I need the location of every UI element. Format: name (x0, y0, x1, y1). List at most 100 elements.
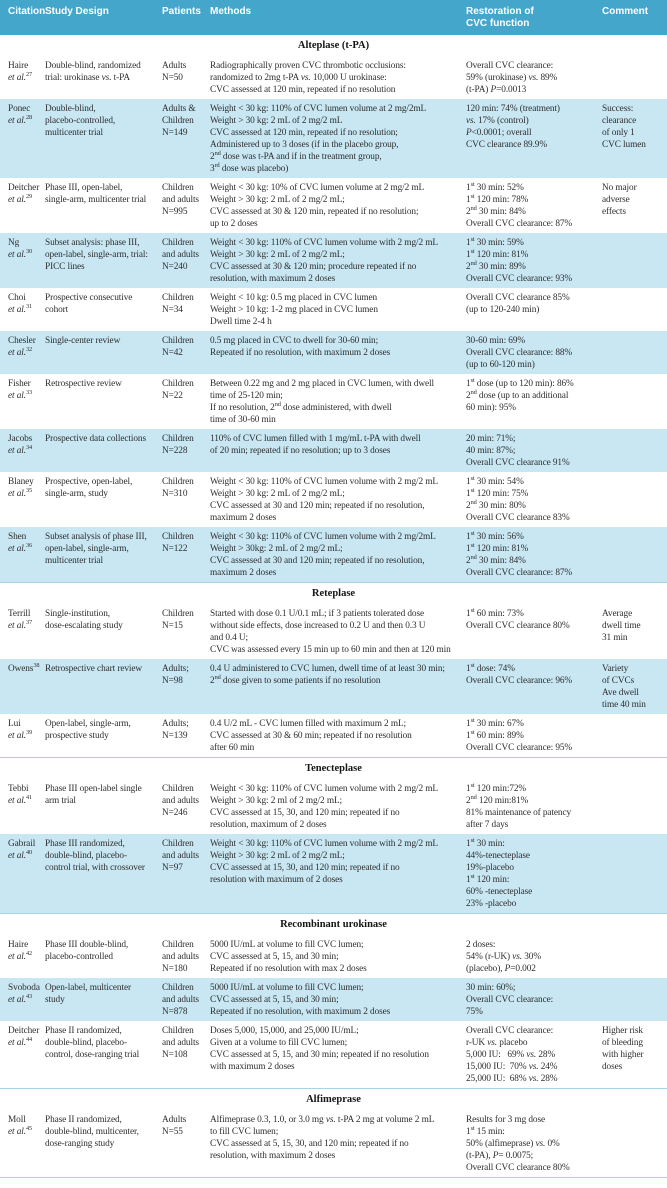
citation-cell: Terrill et al.37 (8, 609, 33, 631)
citation-cell: Tebbi et al.41 (8, 784, 33, 806)
study-row: Terrill et al.37 Single-institution, dose-… (0, 604, 667, 659)
citation-cell: Haire et al.27 (8, 61, 33, 83)
study-row: Deitcher et al.44 Phase II randomized, dou… (0, 1021, 667, 1089)
study-row: Ponec et al.28 Double-blind, placebo-contr… (0, 99, 667, 178)
col-header-restoration: Restoration of CVC function (466, 0, 602, 35)
design-cell: Phase III randomized, double-blind, plac… (45, 834, 162, 914)
design-cell: Phase III open-label single arm trial (45, 784, 142, 806)
patients-cell: Adults; N=139 (162, 719, 189, 741)
methods-cell: Alfimeprase 0.3, 1.0, or 3.0 mg vs. t-PA… (210, 1115, 435, 1161)
design-cell: Phase II randomized, double-blind, multi… (45, 1115, 139, 1149)
col-header-methods: Methods (210, 0, 466, 35)
patients-cell: Children N=22 (162, 379, 194, 401)
design-cell: Prospective data collections (45, 429, 162, 472)
restoration-cell: 1st 30 min: 52% 1st 120 min: 78% 2nd 30 … (466, 180, 573, 229)
comment-cell (602, 374, 667, 429)
citation-cell: Jacobs et al.34 (0, 429, 45, 472)
study-row: Haire et al.27 Double-blind, randomized tr… (0, 56, 667, 99)
table-header: Citation Study Design Patients Methods R… (0, 0, 667, 35)
restoration-cell: 120 min: 74% (treatment) vs. 17% (contro… (466, 99, 602, 178)
comment-cell (602, 714, 667, 758)
comment-cell: Higher risk of bleeding with higher dose… (602, 1026, 644, 1072)
citation-cell: Deitcher et al.29 (8, 183, 40, 205)
methods-cell: Weight < 30 kg: 110% of CVC lumen volume… (210, 477, 438, 523)
section-title: Alfimeprase (0, 1088, 667, 1110)
study-row: Haire et al.42 Phase III double-blind, pla… (0, 935, 667, 978)
study-row: Fisher et al.33 Retrospective review Childr… (0, 374, 667, 429)
restoration-cell: 1st 30 min: 67% 1st 60 min: 89% Overall … (466, 716, 573, 753)
restoration-cell: 20 min: 71%; 40 min: 87%; Overall CVC cl… (466, 429, 602, 472)
citation-cell: Ponec et al.28 (0, 99, 45, 178)
restoration-cell: Overall CVC clearance: 59% (urokinase) v… (466, 61, 558, 95)
citation-cell: Deitcher et al.44 (8, 1026, 40, 1048)
section-title: Recombinant urokinase (0, 913, 667, 935)
methods-cell: Between 0.22 mg and 2 mg placed in CVC l… (210, 379, 434, 425)
methods-cell: Weight < 30 kg: 110% of CVC lumen volume… (210, 99, 466, 178)
patients-cell: Adults; N=98 (162, 659, 210, 714)
design-cell: Subset analysis: phase III, open-label, … (45, 233, 162, 288)
restoration-cell: 1st dose: 74% Overall CVC clearance: 96% (466, 659, 602, 714)
design-cell: Single-institution, dose-escalating stud… (45, 609, 123, 631)
restoration-cell: 30-60 min: 69% Overall CVC clearance: 88… (466, 331, 602, 374)
methods-cell: Radiographically proven CVC thrombotic o… (210, 61, 406, 95)
table-body: Alteplase (t-PA) Haire et al.27 Double-blin… (0, 35, 667, 1178)
study-row: Moll et al.45 Phase II randomized, double-… (0, 1110, 667, 1178)
citation-cell: Moll et al.45 (8, 1115, 33, 1137)
design-cell: Double-blind, randomized trial: urokinas… (45, 61, 141, 83)
comment-cell (602, 978, 667, 1021)
methods-cell: Weight < 30 kg: 110% of CVC lumen volume… (210, 784, 438, 830)
col-header-comment: Comment (602, 0, 667, 35)
patients-cell: Children and adults N=878 (162, 978, 210, 1021)
citation-cell: Blaney et al.35 (8, 477, 34, 499)
col-header-citation: Citation (0, 0, 45, 35)
design-cell: Phase III, open-label, single-arm, multi… (45, 183, 147, 205)
patients-cell: Children N=122 (162, 527, 210, 583)
citation-cell: Choi et al.31 (8, 293, 33, 315)
patients-cell: Adults N=55 (162, 1115, 187, 1137)
study-row: Ng et al.30 Subset analysis: phase III, op… (0, 233, 667, 288)
comment-cell: Average dwell time 31 min (602, 609, 641, 643)
citation-cell: Haire et al.42 (8, 940, 33, 962)
comment-cell (602, 1110, 667, 1178)
design-cell: Double-blind, placebo-controlled, multic… (45, 99, 162, 178)
restoration-cell: 1st 60 min: 73% Overall CVC clearance 80… (466, 606, 570, 631)
comment-cell (602, 288, 667, 331)
comment-cell: Variety of CVCs Ave dwell time 40 min (602, 659, 667, 714)
patients-cell: Adults & Children N=149 (162, 99, 210, 178)
section-title: Tenecteplase (0, 757, 667, 779)
study-row: Blaney et al.35 Prospective, open-label, s… (0, 472, 667, 527)
patients-cell: Children N=15 (162, 609, 194, 631)
restoration-cell: 2 doses: 54% (r-UK) vs. 30% (placebo), P… (466, 940, 541, 974)
study-row: Gabrail et al.40 Phase III randomized, dou… (0, 834, 667, 914)
citation-cell: Ng et al.30 (0, 233, 45, 288)
patients-cell: Children and adults N=240 (162, 233, 210, 288)
study-row: Jacobs et al.34 Prospective data collectio… (0, 429, 667, 472)
comment-cell (602, 429, 667, 472)
methods-cell: Started with dose 0.1 U/0.1 mL; if 3 pat… (210, 609, 451, 655)
comment-cell (602, 331, 667, 374)
citation-cell: Lui et al.39 (8, 719, 33, 741)
methods-cell: 5000 IU/mL at volume to fill CVC lumen; … (210, 978, 466, 1021)
restoration-cell: 1st 30 min: 44%-tenecteplase 19%-placebo… (466, 834, 602, 914)
methods-cell: 0.4 U/2 mL - CVC lumen filled with maxim… (210, 719, 412, 753)
citation-cell: Fisher et al.33 (8, 379, 33, 401)
citation-cell: Owens38 (0, 659, 45, 714)
comment-cell (602, 56, 667, 99)
study-row: Svoboda et al.43 Open-label, multicenter s… (0, 978, 667, 1021)
citation-cell: Shen et al.36 (0, 527, 45, 583)
methods-cell: Weight < 30 kg: 10% of CVC lumen volume … (210, 183, 425, 229)
patients-cell: Children and adults N=97 (162, 834, 210, 914)
citation-cell: Chesler et al.32 (0, 331, 45, 374)
section-header-row: Reteplase (0, 582, 667, 604)
design-cell: Phase III double-blind, placebo-controll… (45, 940, 129, 962)
restoration-cell: 30 min: 60%; Overall CVC clearance: 75% (466, 978, 602, 1021)
comment-cell (602, 472, 667, 527)
methods-cell: 110% of CVC lumen filled with 1 mg/mL t-… (210, 429, 466, 472)
methods-cell: 0.5 mg placed in CVC to dwell for 30-60 … (210, 331, 466, 374)
methods-cell: 5000 IU/mL at volume to fill CVC lumen; … (210, 940, 367, 974)
citation-cell: Gabrail et al.40 (0, 834, 45, 914)
table-header-row: Citation Study Design Patients Methods R… (0, 0, 667, 35)
patients-cell: Children N=228 (162, 429, 210, 472)
comment-cell (602, 935, 667, 978)
